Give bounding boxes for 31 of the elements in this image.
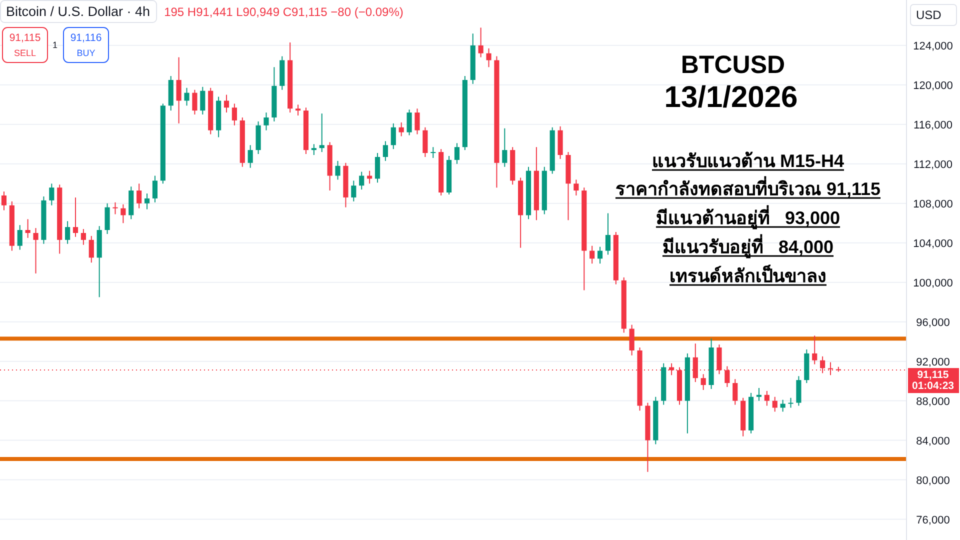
annotation: 1 xyxy=(52,40,58,50)
annotation: Bitcoin / U.S. Dollar · 4h xyxy=(6,4,150,19)
y-axis-title: USD xyxy=(916,8,942,22)
annotation: แนวรับแนวต้าน M15-H4 xyxy=(652,151,844,171)
ref-line-label: 91,115 xyxy=(917,369,949,382)
annotation: BUY xyxy=(76,48,96,58)
y-tick-label: 116,000 xyxy=(914,119,952,132)
y-tick-label: 120,000 xyxy=(913,80,953,92)
annotation: มีแนวต้านอยู่ที่ 93,000 xyxy=(656,205,840,230)
y-tick-label: 92,000 xyxy=(916,356,950,368)
y-tick-label: 88,000 xyxy=(916,396,950,408)
text: BTCUSD xyxy=(680,51,786,79)
annotation: 195 H91,441 L90,949 C91,115 −80 (−0.09%) xyxy=(164,5,404,19)
y-tick-label: 100,000 xyxy=(913,277,953,290)
annotation: มีแนวรับอยู่ที่ 84,000 xyxy=(662,234,834,259)
y-tick-label: 124,000 xyxy=(913,40,953,52)
text: 13/1/2026 xyxy=(664,81,798,114)
y-tick-label: 108,000 xyxy=(913,198,953,210)
annotation: SELL xyxy=(14,48,36,58)
y-tick-label: 96,000 xyxy=(916,316,950,329)
symbol-header: Bitcoin / U.S. Dollar · 4h xyxy=(0,0,158,23)
y-tick-label: 104,000 xyxy=(913,238,953,250)
annotation: ราคากำลังทดสอบที่บริเวณ 91,115 xyxy=(615,176,881,199)
y-tick-label: 76,000 xyxy=(916,514,950,526)
y-tick-label: 112,000 xyxy=(914,158,952,171)
annotation: 91,116 xyxy=(70,32,102,44)
text: 01:04:23 xyxy=(912,380,954,392)
annotation: เทรนด์หลักเป็นขาลง xyxy=(670,264,826,286)
annotation: 91,115 xyxy=(9,32,41,44)
y-tick-label: 80,000 xyxy=(916,474,950,487)
y-tick-label: 84,000 xyxy=(916,435,950,448)
